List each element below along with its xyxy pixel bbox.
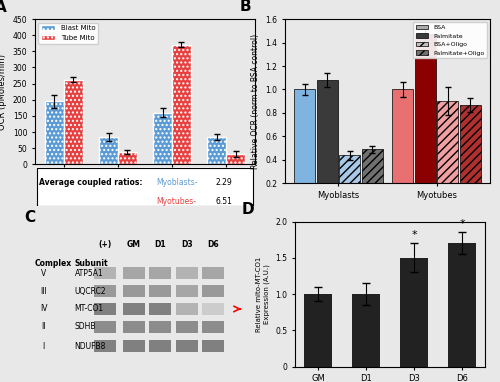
Text: ATP5A1: ATP5A1 (74, 269, 104, 278)
Bar (118, 152, 137, 164)
Bar (339, 155, 360, 207)
Text: 6.51: 6.51 (216, 197, 232, 206)
FancyBboxPatch shape (150, 340, 172, 352)
Bar (172, 45, 191, 164)
Text: Myoblasts-: Myoblasts- (156, 178, 198, 187)
FancyBboxPatch shape (123, 267, 145, 279)
FancyBboxPatch shape (123, 340, 145, 352)
FancyBboxPatch shape (202, 320, 224, 333)
FancyBboxPatch shape (176, 340, 198, 352)
Text: V: V (41, 269, 46, 278)
Text: D3: D3 (181, 240, 192, 249)
Bar (460, 105, 480, 207)
Text: IV: IV (40, 304, 48, 314)
Bar (448, 243, 476, 367)
Text: C: C (24, 210, 35, 225)
Text: I: I (42, 342, 45, 351)
FancyBboxPatch shape (202, 303, 224, 315)
Bar (226, 154, 245, 164)
Y-axis label: OCR (pMoles/min): OCR (pMoles/min) (0, 54, 7, 129)
Bar (294, 89, 316, 207)
FancyBboxPatch shape (150, 303, 172, 315)
Text: *: * (411, 230, 417, 240)
Text: Average coupled ratios:: Average coupled ratios: (40, 178, 143, 187)
Text: D: D (242, 202, 254, 217)
Bar (415, 34, 436, 207)
FancyBboxPatch shape (150, 285, 172, 297)
FancyBboxPatch shape (94, 267, 116, 279)
Y-axis label: Relative OCR (norm to BSA control): Relative OCR (norm to BSA control) (250, 34, 260, 169)
Text: A: A (0, 0, 7, 15)
Bar (437, 101, 458, 207)
Bar (400, 258, 428, 367)
Bar (64, 80, 83, 164)
Y-axis label: Relative mito-MT-CO1
Expression (A.U.): Relative mito-MT-CO1 Expression (A.U.) (256, 256, 270, 332)
Text: Complex: Complex (35, 259, 72, 269)
FancyBboxPatch shape (202, 340, 224, 352)
Text: D6: D6 (208, 240, 219, 249)
Text: UQCRC2: UQCRC2 (74, 286, 106, 296)
FancyBboxPatch shape (176, 303, 198, 315)
Legend: Blast Mito, Tube Mito: Blast Mito, Tube Mito (38, 23, 98, 44)
FancyBboxPatch shape (202, 285, 224, 297)
FancyBboxPatch shape (176, 285, 198, 297)
FancyBboxPatch shape (37, 168, 253, 206)
Legend: BSA, Palmitate, BSA+Oligo, Palmitate+Oligo: BSA, Palmitate, BSA+Oligo, Palmitate+Oli… (413, 22, 487, 58)
Text: NDUFB8: NDUFB8 (74, 342, 106, 351)
Bar (153, 113, 172, 164)
FancyBboxPatch shape (94, 320, 116, 333)
Text: GM: GM (127, 240, 141, 249)
FancyBboxPatch shape (176, 267, 198, 279)
FancyBboxPatch shape (123, 320, 145, 333)
Text: (+): (+) (99, 240, 112, 249)
FancyBboxPatch shape (202, 267, 224, 279)
Text: *: * (459, 219, 465, 229)
Text: 2.29: 2.29 (216, 178, 232, 187)
Text: B: B (240, 0, 252, 14)
Text: III: III (40, 286, 47, 296)
Text: MT-CO1: MT-CO1 (74, 304, 104, 314)
Text: Myotubes-: Myotubes- (156, 197, 196, 206)
FancyBboxPatch shape (176, 320, 198, 333)
Bar (99, 137, 118, 164)
Bar (207, 137, 226, 164)
Bar (316, 80, 338, 207)
FancyBboxPatch shape (94, 285, 116, 297)
Text: SDHB: SDHB (74, 322, 96, 331)
Bar (45, 101, 64, 164)
Text: D1: D1 (154, 240, 166, 249)
FancyBboxPatch shape (94, 303, 116, 315)
Text: Subunit: Subunit (74, 259, 108, 269)
Bar (362, 149, 382, 207)
FancyBboxPatch shape (123, 285, 145, 297)
Bar (352, 294, 380, 367)
FancyBboxPatch shape (94, 340, 116, 352)
Bar (392, 89, 413, 207)
Bar (304, 294, 332, 367)
FancyBboxPatch shape (123, 303, 145, 315)
Text: II: II (42, 322, 46, 331)
FancyBboxPatch shape (150, 320, 172, 333)
FancyBboxPatch shape (150, 267, 172, 279)
